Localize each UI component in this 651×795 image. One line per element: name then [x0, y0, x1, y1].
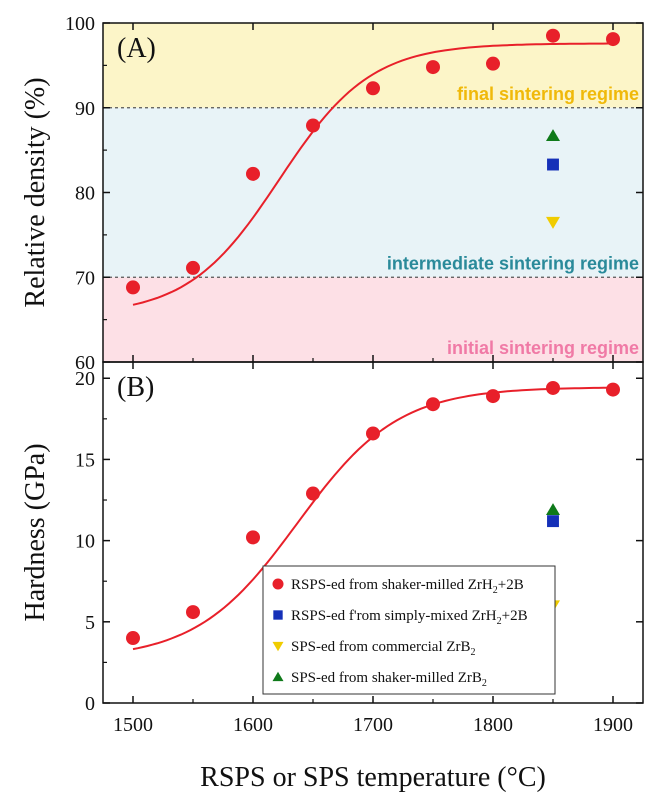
y-axis-title: Hardness (GPa): [20, 443, 51, 621]
legend-marker-circle: [272, 578, 284, 590]
data-point-circle-4: [366, 426, 380, 441]
data-point-triangle-down-0: [546, 216, 560, 229]
y-tick-label: 60: [75, 352, 95, 374]
legend-entry-text: SPS-ed from shaker-milled ZrB: [291, 670, 482, 686]
fit-curve: [132, 42, 613, 306]
legend-marker-triangle-down: [272, 641, 284, 652]
panel-b-hardness: 0 5 10 15 20 1500 1600 1700 1800 1900 RSPS or SPS …: [20, 361, 644, 793]
legend-marker-square: [273, 610, 283, 620]
legend-entry-text: SPS-ed from commercial ZrB: [291, 639, 471, 655]
data-point-circle-2: [246, 166, 260, 181]
data-point-circle-0: [126, 280, 140, 295]
panel-label: (A): [117, 33, 156, 64]
x-tick-label: 1700: [353, 714, 393, 736]
data-point-square-0: [547, 158, 559, 171]
data-point-circle-7: [546, 28, 560, 43]
data-point-circle-7: [546, 380, 560, 395]
data-point-circle-1: [186, 260, 200, 275]
data-point-circle-6: [486, 56, 500, 71]
legend-entry-suffix: +2B: [498, 577, 524, 593]
legend-entry-suffix: +2B: [502, 608, 528, 624]
data-point-square-0: [547, 515, 559, 528]
regime-band-2: [103, 277, 643, 362]
y-axis-title: Relative density (%): [20, 77, 51, 307]
data-point-circle-8: [606, 32, 620, 47]
legend-entry-text: RSPS-ed f'rom simply-mixed ZrH: [291, 608, 497, 624]
data-point-circle-4: [366, 81, 380, 96]
y-tick-label: 90: [75, 98, 95, 120]
y-tick-label: 5: [85, 612, 95, 634]
regime-label-0: final sintering regime: [457, 84, 639, 104]
x-tick-label: 1800: [473, 714, 513, 736]
regime-label-2: initial sintering regime: [447, 338, 639, 358]
legend-marker-triangle-up: [272, 671, 284, 682]
y-tick-label: 80: [75, 183, 95, 205]
y-tick-label: 0: [85, 693, 95, 715]
data-point-triangle-up-0: [546, 129, 560, 141]
data-point-circle-3: [306, 118, 320, 133]
legend-entry-text: RSPS-ed from shaker-milled ZrH: [291, 577, 493, 593]
data-point-circle-5: [426, 397, 440, 412]
panel-label: (B): [117, 372, 154, 403]
regime-label-1: intermediate sintering regime: [387, 253, 639, 273]
legend-box: [262, 565, 556, 695]
x-tick-label: 1500: [113, 714, 153, 736]
data-point-circle-3: [306, 486, 320, 501]
data-point-circle-1: [186, 605, 200, 620]
legend-entry-subscript: 2: [471, 647, 476, 658]
legend-entry-label: SPS-ed from shaker-milled ZrB2: [291, 670, 487, 689]
x-axis-title: RSPS or SPS temperature (°C): [200, 762, 546, 793]
legend-entry-label: RSPS-ed from shaker-milled ZrH2+2B: [291, 577, 524, 596]
panel-a-relative-density: final sintering regime intermediate sinte…: [20, 13, 644, 374]
y-tick-label: 100: [65, 13, 95, 35]
y-tick-label: 15: [75, 449, 95, 471]
y-tick-label: 10: [75, 531, 95, 553]
data-point-circle-5: [426, 60, 440, 75]
data-point-circle-8: [606, 382, 620, 397]
y-tick-label: 20: [75, 368, 95, 390]
legend-entry-subscript: 2: [497, 616, 502, 627]
legend-entry-subscript: 2: [493, 585, 498, 596]
x-tick-label: 1900: [593, 714, 633, 736]
legend-entry-subscript: 2: [482, 678, 487, 689]
data-point-circle-6: [486, 389, 500, 404]
y-tick-label: 70: [75, 267, 95, 289]
data-point-circle-2: [246, 530, 260, 545]
data-point-circle-0: [126, 631, 140, 646]
regime-band-1: [103, 107, 643, 278]
legend-entry-label: SPS-ed from commercial ZrB2: [291, 639, 476, 658]
legend-entry-label: RSPS-ed f'rom simply-mixed ZrH2+2B: [291, 608, 528, 627]
data-point-triangle-up-0: [546, 503, 560, 516]
x-tick-label: 1600: [233, 714, 273, 736]
